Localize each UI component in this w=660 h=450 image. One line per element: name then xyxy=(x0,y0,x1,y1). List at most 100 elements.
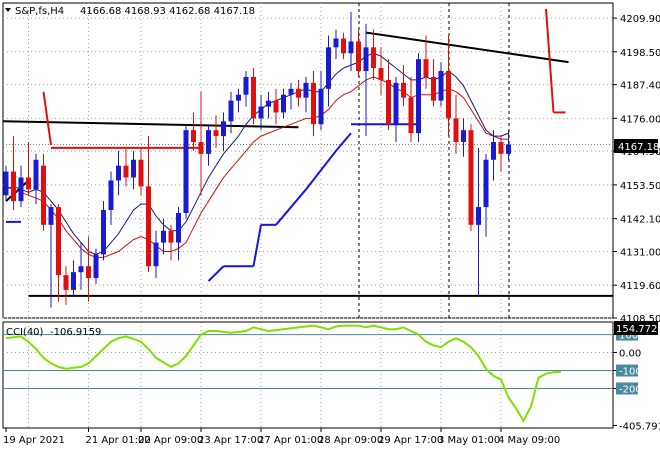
candle xyxy=(213,115,219,148)
blue-trailing-segment xyxy=(305,150,337,190)
cci-level-badge xyxy=(616,382,638,395)
candle xyxy=(108,171,114,225)
candle xyxy=(41,153,46,231)
candle xyxy=(453,94,459,154)
candle xyxy=(228,91,234,134)
candle xyxy=(393,76,399,143)
candle xyxy=(273,88,279,125)
time-tick-label: 29 Apr 17:00 xyxy=(378,435,443,446)
candle xyxy=(101,201,106,261)
candle-body xyxy=(378,68,384,80)
candle xyxy=(431,59,436,107)
blue-trailing-segment xyxy=(335,132,352,152)
blue-trailing-segment xyxy=(252,224,262,267)
candle-body xyxy=(71,272,76,290)
symbol-header: S&P,fs,H4 xyxy=(15,6,64,17)
cci-tick-label: 100 xyxy=(619,331,638,342)
candle-body xyxy=(363,47,369,72)
candle xyxy=(386,59,391,131)
candle-body xyxy=(146,186,151,267)
cci-tick-label: -200 xyxy=(619,384,642,395)
candle xyxy=(146,136,151,273)
time-tick-label: 3 May 01:00 xyxy=(438,435,500,446)
candle-body xyxy=(251,76,256,119)
candle-body xyxy=(461,130,466,143)
current-price-label: 4167.18 xyxy=(618,142,659,153)
candle xyxy=(63,266,69,305)
candle-body xyxy=(236,94,241,101)
candle xyxy=(326,35,331,107)
current-price-badge xyxy=(614,139,658,153)
candle xyxy=(491,130,496,181)
candle-body xyxy=(506,144,511,154)
candle xyxy=(281,88,286,119)
candle xyxy=(438,62,444,107)
candle-body xyxy=(131,159,136,178)
cci-max-badge xyxy=(614,321,658,335)
candle xyxy=(446,35,451,137)
collapse-triangle-icon[interactable] xyxy=(5,8,11,12)
candle xyxy=(476,147,481,296)
candle xyxy=(243,71,249,107)
price-tick-label: 4108.50 xyxy=(620,314,660,325)
candle xyxy=(258,94,264,131)
candle-body xyxy=(303,82,309,98)
cci-line xyxy=(5,324,562,423)
candle xyxy=(251,68,256,125)
candle xyxy=(78,242,84,290)
time-tick-label: 23 Apr 17:00 xyxy=(198,435,263,446)
candle-body xyxy=(288,88,294,95)
candle-body xyxy=(198,142,204,154)
red-trailing-segment xyxy=(42,91,52,146)
fast-moving-average xyxy=(5,52,509,255)
cci-tick-label: -405.7914 xyxy=(619,421,660,432)
candle-body xyxy=(86,266,91,279)
blue-trailing-segment xyxy=(275,188,307,226)
candle-body xyxy=(3,171,9,196)
candle-body xyxy=(78,266,84,273)
candle-body xyxy=(326,47,331,89)
candle-body xyxy=(476,207,481,225)
candle-body xyxy=(108,180,114,211)
price-tick-label: 4131.00 xyxy=(620,247,660,258)
candle xyxy=(168,224,174,261)
candle-body xyxy=(41,165,46,225)
candle-body xyxy=(243,76,249,95)
price-tick-label: 4209.90 xyxy=(620,14,660,25)
time-tick-label: 19 Apr 2021 xyxy=(3,435,65,446)
candle xyxy=(33,153,39,205)
cci-level-badge xyxy=(616,364,638,377)
candle-body xyxy=(296,88,301,98)
red-trailing-segment xyxy=(545,8,555,113)
cci-value: -106.9159 xyxy=(50,327,101,338)
time-tick-label: 22 Apr 09:00 xyxy=(138,435,203,446)
candle xyxy=(378,47,384,95)
candle xyxy=(236,88,241,113)
slow-moving-average xyxy=(5,76,509,258)
candle xyxy=(498,136,504,172)
cci-axis: 100 0.00 -100 -200 -405.7914 xyxy=(613,328,660,432)
candle xyxy=(266,91,271,119)
candle-body xyxy=(191,130,196,143)
candle xyxy=(116,150,121,196)
candle-body xyxy=(491,142,496,160)
candle xyxy=(371,29,376,80)
candle-body xyxy=(281,94,286,113)
candle xyxy=(408,76,414,143)
candle-body xyxy=(168,230,174,243)
cci-label: CCI(40) xyxy=(6,327,44,338)
candle-body xyxy=(228,100,234,122)
candle-body xyxy=(453,118,459,143)
candle-body xyxy=(356,41,361,72)
time-tick-label: 21 Apr 01:00 xyxy=(86,435,151,446)
candle-body xyxy=(123,165,129,178)
candle xyxy=(401,65,406,107)
candle xyxy=(198,91,204,196)
candle xyxy=(461,118,466,157)
descending-trendline xyxy=(365,31,569,64)
candle-body xyxy=(63,275,69,290)
candle-body xyxy=(386,79,391,125)
price-tick-label: 4153.50 xyxy=(620,181,660,192)
